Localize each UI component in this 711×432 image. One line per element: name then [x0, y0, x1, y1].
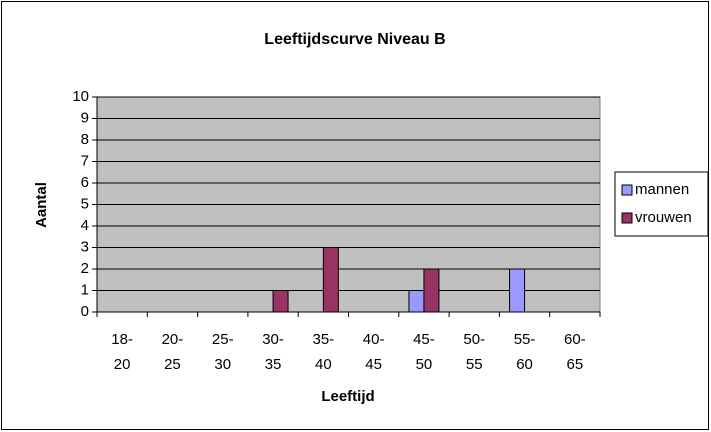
chart-title: Leeftijdscurve Niveau B [264, 31, 445, 48]
x-tick-label: 60-65 [564, 331, 586, 373]
x-tick-label: 18-20 [111, 331, 133, 373]
y-tick-label: 10 [72, 88, 89, 105]
y-tick-label: 0 [81, 303, 89, 320]
x-tick-label: 35-40 [313, 331, 335, 373]
legend-swatch [621, 212, 633, 224]
y-tick-label: 4 [81, 217, 89, 234]
x-tick-label: 50-55 [463, 331, 485, 373]
y-tick-label: 6 [81, 174, 89, 191]
bar [509, 268, 526, 313]
x-tick-label: 20-25 [162, 331, 184, 373]
x-tick-label: 55-60 [514, 331, 536, 373]
x-tick-label: 40-45 [363, 331, 385, 373]
y-tick-label: 8 [81, 131, 89, 148]
x-tick-label: 30-35 [262, 331, 284, 373]
bar [423, 268, 440, 313]
legend-label: vrouwen [635, 209, 692, 226]
y-tick-label: 9 [81, 109, 89, 126]
x-tick-label: 45-50 [413, 331, 435, 373]
y-axis-label: Aantal [33, 182, 50, 228]
y-tick-label: 3 [81, 238, 89, 255]
x-tick-label: 25-30 [212, 331, 234, 373]
legend-swatch [621, 184, 633, 196]
legend-box [614, 171, 709, 237]
y-tick-label: 1 [81, 281, 89, 298]
bar [322, 247, 339, 313]
y-tick-label: 7 [81, 152, 89, 169]
legend-label: mannen [635, 181, 689, 198]
y-tick-label: 5 [81, 195, 89, 212]
x-axis-label: Leeftijd [321, 388, 374, 405]
y-tick-label: 2 [81, 260, 89, 277]
bar [408, 290, 425, 313]
bar [272, 290, 289, 313]
